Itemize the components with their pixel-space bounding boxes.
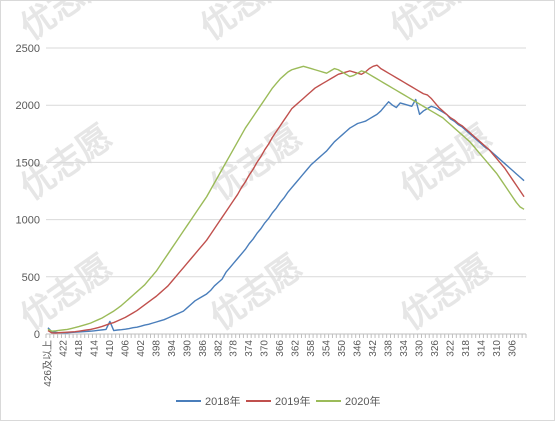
x-tick-label: 338 (384, 340, 395, 357)
watermark-text: 优志愿 (204, 248, 309, 338)
x-tick-label: 382 (213, 340, 224, 357)
x-tick-label: 378 (229, 340, 240, 357)
x-tick-label: 342 (368, 340, 379, 357)
x-tick-label: 314 (476, 340, 487, 357)
y-tick-label: 1500 (16, 157, 40, 169)
x-tick-label: 422 (58, 340, 69, 357)
grid-lines (46, 47, 526, 335)
x-tick-label: 406 (120, 340, 131, 357)
legend-label: 2020年 (345, 394, 380, 408)
x-tick-label: 354 (322, 340, 333, 357)
x-tick-label: 394 (167, 340, 178, 357)
y-tick-label: 1000 (16, 215, 40, 227)
series-layer (47, 64, 525, 334)
x-tick-label: 410 (105, 340, 116, 357)
legend-label: 2018年 (205, 394, 240, 408)
x-tick-label: 322 (446, 340, 457, 357)
watermark-text: 优志愿 (194, 1, 299, 48)
x-tick-label: 358 (306, 340, 317, 357)
watermark-text: 优志愿 (384, 1, 489, 48)
x-tick-label: 374 (244, 340, 255, 357)
x-tick-label: 362 (291, 340, 302, 357)
series-line (47, 65, 525, 332)
x-tick-label: 402 (136, 340, 147, 357)
x-tick-label: 418 (74, 340, 85, 357)
x-tick-label: 318 (461, 340, 472, 357)
x-tick-label: 390 (182, 340, 193, 357)
series-line (47, 64, 525, 334)
x-tick-label: 334 (399, 340, 410, 357)
x-tick-label: 370 (260, 340, 271, 357)
x-tick-label: 366 (275, 340, 286, 357)
watermark-text: 优志愿 (14, 248, 119, 338)
x-tick-label: 426及以上 (42, 340, 54, 387)
x-axis: 426及以上 422 418 414 410 406 402 398 394 390 386 382 3… (42, 334, 527, 387)
y-tick-label: 2500 (16, 43, 40, 55)
x-tick-label: 386 (198, 340, 209, 357)
x-tick-label: 310 (492, 340, 503, 357)
watermark-text: 优志愿 (394, 248, 499, 338)
x-tick-label: 350 (337, 340, 348, 357)
x-tick-label: 330 (415, 340, 426, 357)
y-axis: 0 500 1000 1500 2000 2500 (16, 43, 40, 341)
legend: 2018年 2019年 2020年 (176, 394, 380, 408)
x-tick-label: 398 (151, 340, 162, 357)
watermark-text: 优志愿 (14, 1, 119, 48)
y-tick-label: 2000 (16, 100, 40, 112)
y-tick-label: 0 (34, 329, 40, 341)
y-tick-label: 500 (22, 272, 40, 284)
x-tick-label: 346 (353, 340, 364, 357)
x-tick-label: 326 (430, 340, 441, 357)
legend-label: 2019年 (275, 394, 310, 408)
x-tick-label: 414 (89, 340, 100, 357)
x-tick-label: 306 (507, 340, 518, 357)
